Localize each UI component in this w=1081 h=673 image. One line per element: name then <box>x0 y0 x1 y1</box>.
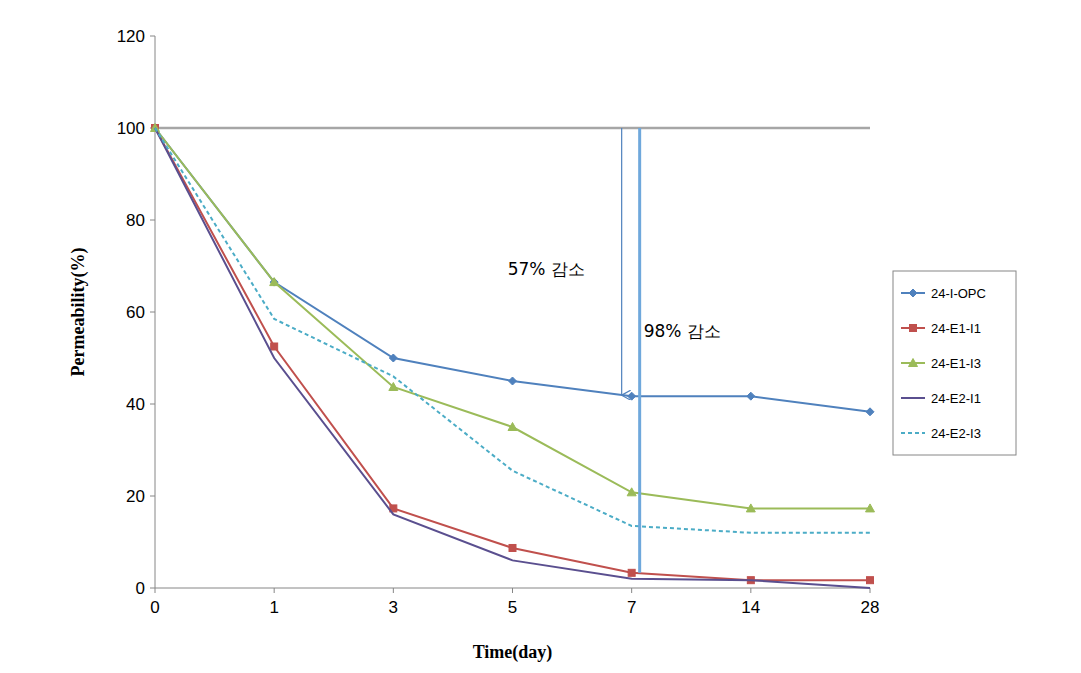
series <box>155 128 870 588</box>
series-line <box>155 128 870 588</box>
annotation: 98% 감소 <box>644 321 721 341</box>
plot-area <box>151 124 875 589</box>
point-marker <box>389 354 397 362</box>
series-line <box>155 128 870 412</box>
y-tick <box>150 220 155 221</box>
y-tick-label: 0 <box>136 579 145 598</box>
point-marker <box>867 577 874 584</box>
y-tick-label: 40 <box>126 395 145 414</box>
x-tick-label: 14 <box>741 598 760 617</box>
point-marker <box>747 392 755 400</box>
annotation: 57% 감소 <box>508 259 585 279</box>
point-marker <box>151 124 160 132</box>
point-marker <box>746 504 755 512</box>
x-tick <box>155 588 156 593</box>
y-tick-label: 80 <box>126 211 145 230</box>
series <box>155 128 870 533</box>
legend-marker <box>909 289 917 297</box>
legend-label: 24-E1-I3 <box>931 356 981 371</box>
point-marker <box>271 343 278 350</box>
y-tick <box>150 588 155 589</box>
series-line <box>155 128 870 508</box>
y-tick <box>150 36 155 37</box>
point-marker <box>270 278 279 286</box>
legend-marker <box>909 359 918 367</box>
point-marker <box>509 544 516 551</box>
point-marker <box>627 488 636 496</box>
legend-label: 24-E2-I1 <box>931 391 981 406</box>
y-tick <box>150 404 155 405</box>
legend-box <box>893 271 1016 455</box>
x-tick <box>512 588 513 593</box>
point-marker <box>866 408 874 416</box>
series-line <box>155 128 870 533</box>
x-tick-label: 28 <box>861 598 880 617</box>
y-tick <box>150 496 155 497</box>
x-tick-label: 0 <box>150 598 159 617</box>
x-axis-label: Time(day) <box>473 642 553 663</box>
legend: 24-I-OPC 24-E1-I1 24-E1-I3 24-E2-I1 24-E2-I3 <box>893 271 1016 455</box>
point-marker <box>509 377 517 385</box>
legend-line <box>901 432 925 434</box>
series <box>152 125 874 584</box>
y-tick-label: 60 <box>126 303 145 322</box>
y-tick-label: 100 <box>117 119 145 138</box>
y-tick-label: 20 <box>126 487 145 506</box>
series-line <box>155 128 870 580</box>
point-marker <box>628 392 636 400</box>
reference-line <box>155 127 870 130</box>
point-marker <box>389 382 398 390</box>
chart: 0 20 40 60 80 100 120 0 1 3 5 7 14 28 Time(day) Permeab… <box>0 0 1081 673</box>
point-marker <box>508 423 517 431</box>
point-marker <box>866 504 875 512</box>
x-tick-label: 1 <box>269 598 278 617</box>
x-tick <box>393 588 394 593</box>
x-tick <box>631 588 632 593</box>
legend-label: 24-I-OPC <box>931 286 986 301</box>
annotation-arrow <box>638 128 641 573</box>
x-tick <box>750 588 751 593</box>
x-tick-label: 5 <box>508 598 517 617</box>
y-tick <box>150 312 155 313</box>
annotation-arrow <box>621 128 622 395</box>
x-tick-label: 3 <box>389 598 398 617</box>
x-tick-label: 7 <box>627 598 636 617</box>
y-axis-label: Permeability(%) <box>68 248 89 377</box>
series <box>151 124 875 512</box>
point-marker <box>628 569 635 576</box>
legend-label: 24-E2-I3 <box>931 426 981 441</box>
legend-marker <box>910 325 917 332</box>
x-tick <box>274 588 275 593</box>
series <box>151 124 874 416</box>
y-tick-label: 120 <box>117 27 145 46</box>
legend-line <box>901 397 925 399</box>
legend-label: 24-E1-I1 <box>931 321 981 336</box>
